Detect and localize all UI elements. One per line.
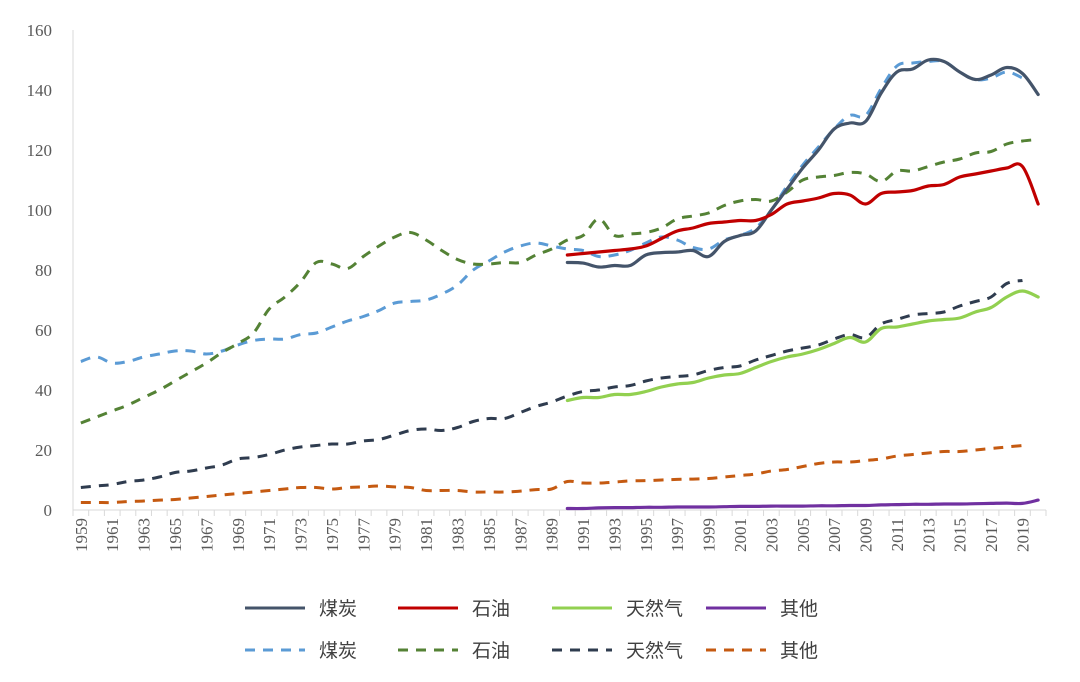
x-tick-label: 1967 bbox=[197, 518, 216, 553]
x-tick-label: 1989 bbox=[543, 518, 562, 552]
y-tick-label: 0 bbox=[44, 501, 53, 520]
x-tick-label: 2015 bbox=[951, 518, 970, 552]
series-line-gas-dashed bbox=[80, 279, 1023, 489]
y-tick-label: 120 bbox=[27, 141, 53, 160]
x-tick-label: 1981 bbox=[417, 518, 436, 552]
legend-label-other-dashed: 其他 bbox=[780, 640, 818, 662]
series-line-other-dashed bbox=[80, 444, 1023, 505]
y-tick-label: 100 bbox=[27, 201, 53, 220]
x-tick-label: 1973 bbox=[292, 518, 311, 552]
x-tick-label: 2005 bbox=[794, 518, 813, 552]
x-tick-label: 2003 bbox=[762, 518, 781, 552]
x-tick-label: 1979 bbox=[386, 518, 405, 552]
x-tick-label: 1961 bbox=[103, 518, 122, 552]
x-tick-label: 2013 bbox=[919, 518, 938, 552]
y-tick-label: 140 bbox=[27, 81, 53, 100]
x-tick-label: 1991 bbox=[574, 518, 593, 552]
legend-label-gas-solid: 天然气 bbox=[626, 598, 683, 620]
x-tick-label: 2001 bbox=[731, 518, 750, 552]
x-tick-label: 1971 bbox=[260, 518, 279, 552]
legend-label-coal-solid: 煤炭 bbox=[319, 598, 357, 620]
y-tick-label: 40 bbox=[35, 381, 52, 400]
y-tick-label: 60 bbox=[35, 321, 52, 340]
x-tick-label: 2007 bbox=[825, 518, 844, 553]
series-line-coal-dashed bbox=[80, 59, 1024, 365]
x-tick-label: 1997 bbox=[668, 518, 687, 553]
x-tick-label: 1987 bbox=[511, 518, 530, 553]
axes: 0 20 40 60 80 100 120 140 160 1959 1961 1963 1965 196… bbox=[27, 21, 1047, 552]
series-line-other-solid bbox=[565, 498, 1040, 511]
legend-label-oil-solid: 石油 bbox=[472, 598, 510, 620]
x-tick-label: 2017 bbox=[982, 517, 1001, 552]
x-tick-label: 1983 bbox=[448, 518, 467, 552]
x-tick-label: 1993 bbox=[605, 518, 624, 552]
x-tick-label: 2009 bbox=[857, 518, 876, 552]
x-tick-label: 1969 bbox=[229, 518, 248, 552]
y-tick-label: 80 bbox=[35, 261, 52, 280]
y-tick-label: 20 bbox=[35, 441, 52, 460]
legend-label-coal-dashed: 煤炭 bbox=[319, 640, 357, 662]
x-tick-label: 1977 bbox=[354, 518, 373, 553]
x-tick-label: 1995 bbox=[637, 518, 656, 552]
series-line-oil-solid bbox=[565, 162, 1040, 257]
legend-label-other-solid: 其他 bbox=[780, 598, 818, 620]
series-line-oil-dashed bbox=[80, 138, 1039, 425]
x-tick-label: 1959 bbox=[72, 518, 91, 552]
legend-label-gas-dashed: 天然气 bbox=[626, 640, 683, 662]
x-tick-label: 1975 bbox=[323, 518, 342, 552]
y-tick-label: 160 bbox=[27, 21, 53, 40]
x-tick-label: 1999 bbox=[700, 518, 719, 552]
x-tick-label: 2011 bbox=[888, 518, 907, 551]
series-line-coal-solid bbox=[565, 57, 1040, 269]
series-layer bbox=[80, 57, 1040, 511]
x-tick-label: 2019 bbox=[1013, 518, 1032, 552]
legend-label-oil-dashed: 石油 bbox=[472, 640, 510, 662]
x-tick-label: 1965 bbox=[166, 518, 185, 552]
x-tick-label: 1985 bbox=[480, 518, 499, 552]
x-tick-label: 1963 bbox=[135, 518, 154, 552]
series-line-gas-solid bbox=[565, 289, 1040, 403]
